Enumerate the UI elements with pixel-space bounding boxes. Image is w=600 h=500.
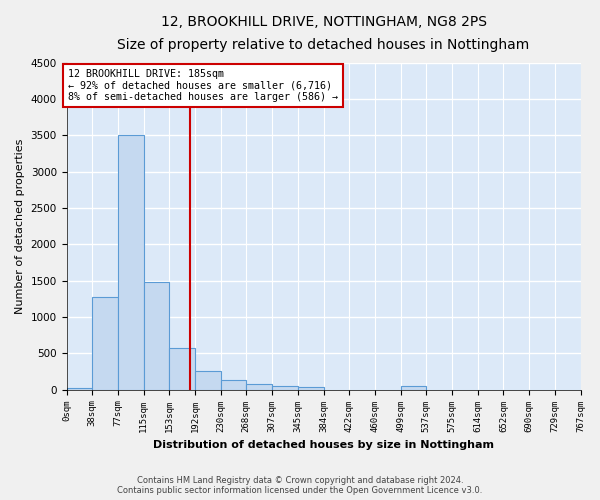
Y-axis label: Number of detached properties: Number of detached properties: [15, 138, 25, 314]
Bar: [401, 386, 427, 390]
Bar: [143, 282, 169, 390]
Text: 12 BROOKHILL DRIVE: 185sqm
← 92% of detached houses are smaller (6,716)
8% of se: 12 BROOKHILL DRIVE: 185sqm ← 92% of deta…: [68, 68, 338, 102]
Bar: [169, 348, 195, 390]
Text: Contains HM Land Registry data © Crown copyright and database right 2024.
Contai: Contains HM Land Registry data © Crown c…: [118, 476, 482, 495]
Bar: [272, 386, 298, 390]
X-axis label: Distribution of detached houses by size in Nottingham: Distribution of detached houses by size …: [153, 440, 494, 450]
Bar: [246, 384, 272, 390]
Bar: [118, 136, 143, 390]
Title: 12, BROOKHILL DRIVE, NOTTINGHAM, NG8 2PS
Size of property relative to detached h: 12, BROOKHILL DRIVE, NOTTINGHAM, NG8 2PS…: [118, 15, 530, 52]
Bar: [92, 298, 118, 390]
Bar: [67, 388, 92, 390]
Bar: [221, 380, 246, 390]
Bar: [195, 371, 221, 390]
Bar: [298, 387, 324, 390]
